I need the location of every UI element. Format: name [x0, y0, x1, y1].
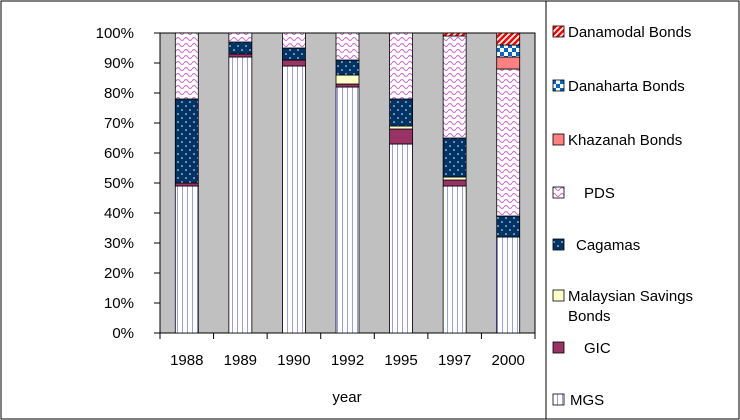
y-tick-label: 10%: [104, 295, 134, 312]
bar-segment: [282, 65, 306, 334]
bar-segment: [335, 83, 360, 88]
bar-segment: [389, 143, 413, 334]
legend: Danamodal Bonds Danaharta Bonds Khazanah B…: [552, 24, 693, 409]
bar-segment: [442, 137, 467, 178]
bar-segment: [335, 74, 360, 85]
legend-label: PDS: [584, 185, 615, 202]
x-axis-label: year: [332, 389, 361, 406]
bar-segment: [228, 41, 253, 55]
bar-segment: [442, 176, 467, 181]
legend-label: Malaysian Savings Bonds: [568, 288, 693, 325]
legend-label: Khazanah Bonds: [568, 132, 682, 149]
legend-label: Cagamas: [576, 237, 640, 254]
bar-segment: [496, 32, 521, 46]
y-tick-label: 90%: [104, 55, 134, 72]
bar-segment: [282, 32, 306, 49]
x-axis-ticks: 1988 1989 1990 1992 1995 1997 2000: [159, 333, 536, 369]
bar-segment: [282, 47, 306, 61]
bar-segment: [389, 98, 413, 127]
bar-segment: [174, 98, 199, 184]
y-tick-label: 40%: [104, 205, 134, 222]
bar-segment: [496, 236, 521, 334]
legend-label: GIC: [584, 340, 611, 357]
legend-swatch: [552, 133, 565, 146]
legend-label: Danaharta Bonds: [568, 78, 685, 95]
y-tick-label: 0%: [112, 325, 134, 342]
y-axis-ticks: 0% 10% 20% 30% 40% 50% 60% 70% 80% 90% 100%: [96, 25, 160, 342]
y-tick-label: 100%: [96, 25, 134, 42]
y-tick-label: 80%: [104, 85, 134, 102]
x-tick-label: 1988: [170, 352, 203, 369]
bar-segment: [442, 179, 467, 187]
bar-segment: [442, 35, 467, 139]
x-tick-label: 1997: [438, 352, 471, 369]
bar-segment: [496, 56, 521, 70]
bar-segment: [174, 182, 199, 187]
bar-segment: [496, 44, 521, 58]
bar-segment: [496, 215, 521, 238]
bar-segment: [389, 125, 413, 130]
y-tick-label: 60%: [104, 145, 134, 162]
bar-segment: [389, 32, 413, 100]
x-tick-label: 1990: [277, 352, 310, 369]
bar-segment: [228, 32, 253, 43]
bar-segment: [389, 128, 413, 145]
x-tick-label: 2000: [492, 352, 525, 369]
y-tick-label: 20%: [104, 265, 134, 282]
y-tick-label: 70%: [104, 115, 134, 132]
bar-segment: [335, 32, 360, 61]
bar-segment: [282, 59, 306, 67]
bar-segment: [228, 53, 253, 58]
legend-label: MGS: [570, 392, 604, 409]
bar-segment: [335, 59, 360, 76]
bar-segment: [335, 86, 360, 334]
y-tick-label: 50%: [104, 175, 134, 192]
legend-swatch: [552, 393, 565, 406]
legend-label: Danamodal Bonds: [568, 24, 691, 41]
bar-segment: [442, 185, 467, 334]
bar-segment: [496, 68, 521, 217]
bar-segment: [442, 32, 467, 37]
legend-swatch: [552, 25, 565, 38]
legend-swatch: [552, 186, 565, 199]
x-tick-label: 1989: [224, 352, 257, 369]
legend-swatch: [552, 289, 565, 302]
bars: [174, 32, 521, 334]
x-tick-label: 1992: [331, 352, 364, 369]
legend-swatch: [552, 341, 565, 354]
y-tick-label: 30%: [104, 235, 134, 252]
x-tick-label: 1995: [384, 352, 417, 369]
legend-swatch: [552, 79, 565, 92]
bar-segment: [174, 32, 199, 100]
bar-segment: [174, 185, 199, 334]
bar-segment: [228, 56, 253, 334]
legend-swatch: [552, 238, 565, 251]
